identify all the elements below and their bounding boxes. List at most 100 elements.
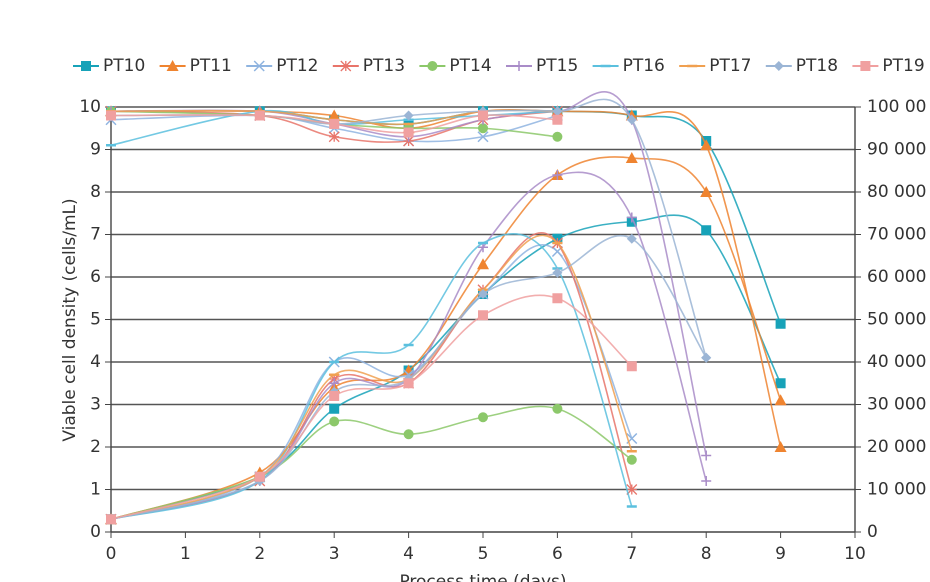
legend-label: PT16 <box>623 56 665 76</box>
x-tick-label: 5 <box>478 544 489 564</box>
y-axis-title: Viable cell density (cells/mL) <box>60 198 80 441</box>
point <box>106 514 116 525</box>
point <box>403 110 414 121</box>
point <box>626 212 637 223</box>
point <box>701 450 712 461</box>
y2-tick-label: 20 000 <box>867 437 926 457</box>
point <box>701 476 712 486</box>
x-tick-label: 1 <box>180 544 191 564</box>
point <box>552 293 563 304</box>
point <box>477 258 489 270</box>
x-axis-title: Process time (days) <box>399 572 566 582</box>
legend-label: PT13 <box>363 56 405 76</box>
point <box>552 267 563 278</box>
legend-label: PT15 <box>536 56 578 76</box>
legend-label: PT17 <box>709 56 751 76</box>
y-tick-label: 7 <box>90 225 101 245</box>
point <box>403 378 414 389</box>
point <box>701 225 712 236</box>
legend-label: PT12 <box>276 56 318 76</box>
y-tick-label: 0 <box>90 522 101 542</box>
legend-marker <box>514 61 524 71</box>
y2-tick-label: 80 000 <box>867 182 926 202</box>
y-tick-label: 9 <box>90 140 101 160</box>
point <box>403 429 414 440</box>
y-tick-label: 1 <box>90 480 101 500</box>
point <box>477 131 489 143</box>
x-tick-label: 3 <box>329 544 340 564</box>
legend-label: PT11 <box>190 56 232 76</box>
point <box>626 361 637 372</box>
y-tick-label: 8 <box>90 182 101 202</box>
y2-tick-label: 90 000 <box>867 140 926 160</box>
y2-tick-label: 0 <box>867 522 878 542</box>
point <box>626 233 637 244</box>
series-line <box>110 109 782 448</box>
point <box>478 412 488 423</box>
series-line <box>110 243 633 521</box>
series-line <box>110 114 558 143</box>
point <box>329 391 340 401</box>
y-tick-label: 3 <box>90 395 101 415</box>
legend-marker <box>166 60 179 71</box>
point <box>478 123 488 134</box>
point <box>254 471 265 482</box>
point <box>403 127 414 138</box>
legend-label: PT19 <box>882 56 924 76</box>
point <box>626 484 638 495</box>
x-tick-label: 0 <box>106 544 117 564</box>
point <box>329 403 340 414</box>
y2-tick-label: 50 000 <box>867 310 926 330</box>
legend-marker <box>773 61 784 71</box>
y2-tick-label: 10 000 <box>867 480 926 500</box>
x-tick-label: 7 <box>626 544 637 564</box>
legend-marker <box>81 61 91 71</box>
y-tick-label: 2 <box>90 437 101 457</box>
x-tick-label: 10 <box>844 544 866 564</box>
point <box>552 403 563 414</box>
point <box>774 394 787 406</box>
point <box>328 109 341 121</box>
y2-tick-label: 60 000 <box>867 267 926 287</box>
x-tick-label: 9 <box>775 544 786 564</box>
legend-marker <box>860 61 871 71</box>
point <box>700 186 713 197</box>
legend-label: PT18 <box>796 56 838 76</box>
y-tick-label: 6 <box>90 267 101 287</box>
point <box>329 378 340 389</box>
legend-label: PT14 <box>449 56 491 76</box>
point <box>626 454 637 465</box>
legend-marker <box>427 61 438 71</box>
x-tick-label: 4 <box>403 544 414 564</box>
point <box>701 352 712 363</box>
legend-marker <box>253 60 265 72</box>
point <box>329 416 340 427</box>
y-tick-label: 10 <box>79 97 101 117</box>
point <box>106 110 116 121</box>
y2-tick-label: 100 00 <box>867 97 926 117</box>
point <box>328 131 340 143</box>
point <box>552 131 563 142</box>
y-tick-label: 5 <box>90 310 101 330</box>
point <box>774 441 787 452</box>
x-tick-label: 6 <box>552 544 563 564</box>
legend-label: PT10 <box>103 56 145 76</box>
point <box>552 170 563 180</box>
point <box>700 139 713 151</box>
point <box>552 114 563 125</box>
point <box>254 110 265 121</box>
point <box>478 310 488 321</box>
point <box>329 119 340 129</box>
y-tick-label: 4 <box>90 352 101 372</box>
y2-tick-label: 70 000 <box>867 225 926 245</box>
y2-tick-label: 30 000 <box>867 395 926 415</box>
point <box>625 152 638 163</box>
point <box>478 289 488 299</box>
y2-tick-label: 40 000 <box>867 352 926 372</box>
legend-marker <box>340 60 352 72</box>
x-tick-label: 2 <box>254 544 265 564</box>
point <box>552 106 563 117</box>
series-line <box>110 234 633 521</box>
point <box>775 378 786 389</box>
